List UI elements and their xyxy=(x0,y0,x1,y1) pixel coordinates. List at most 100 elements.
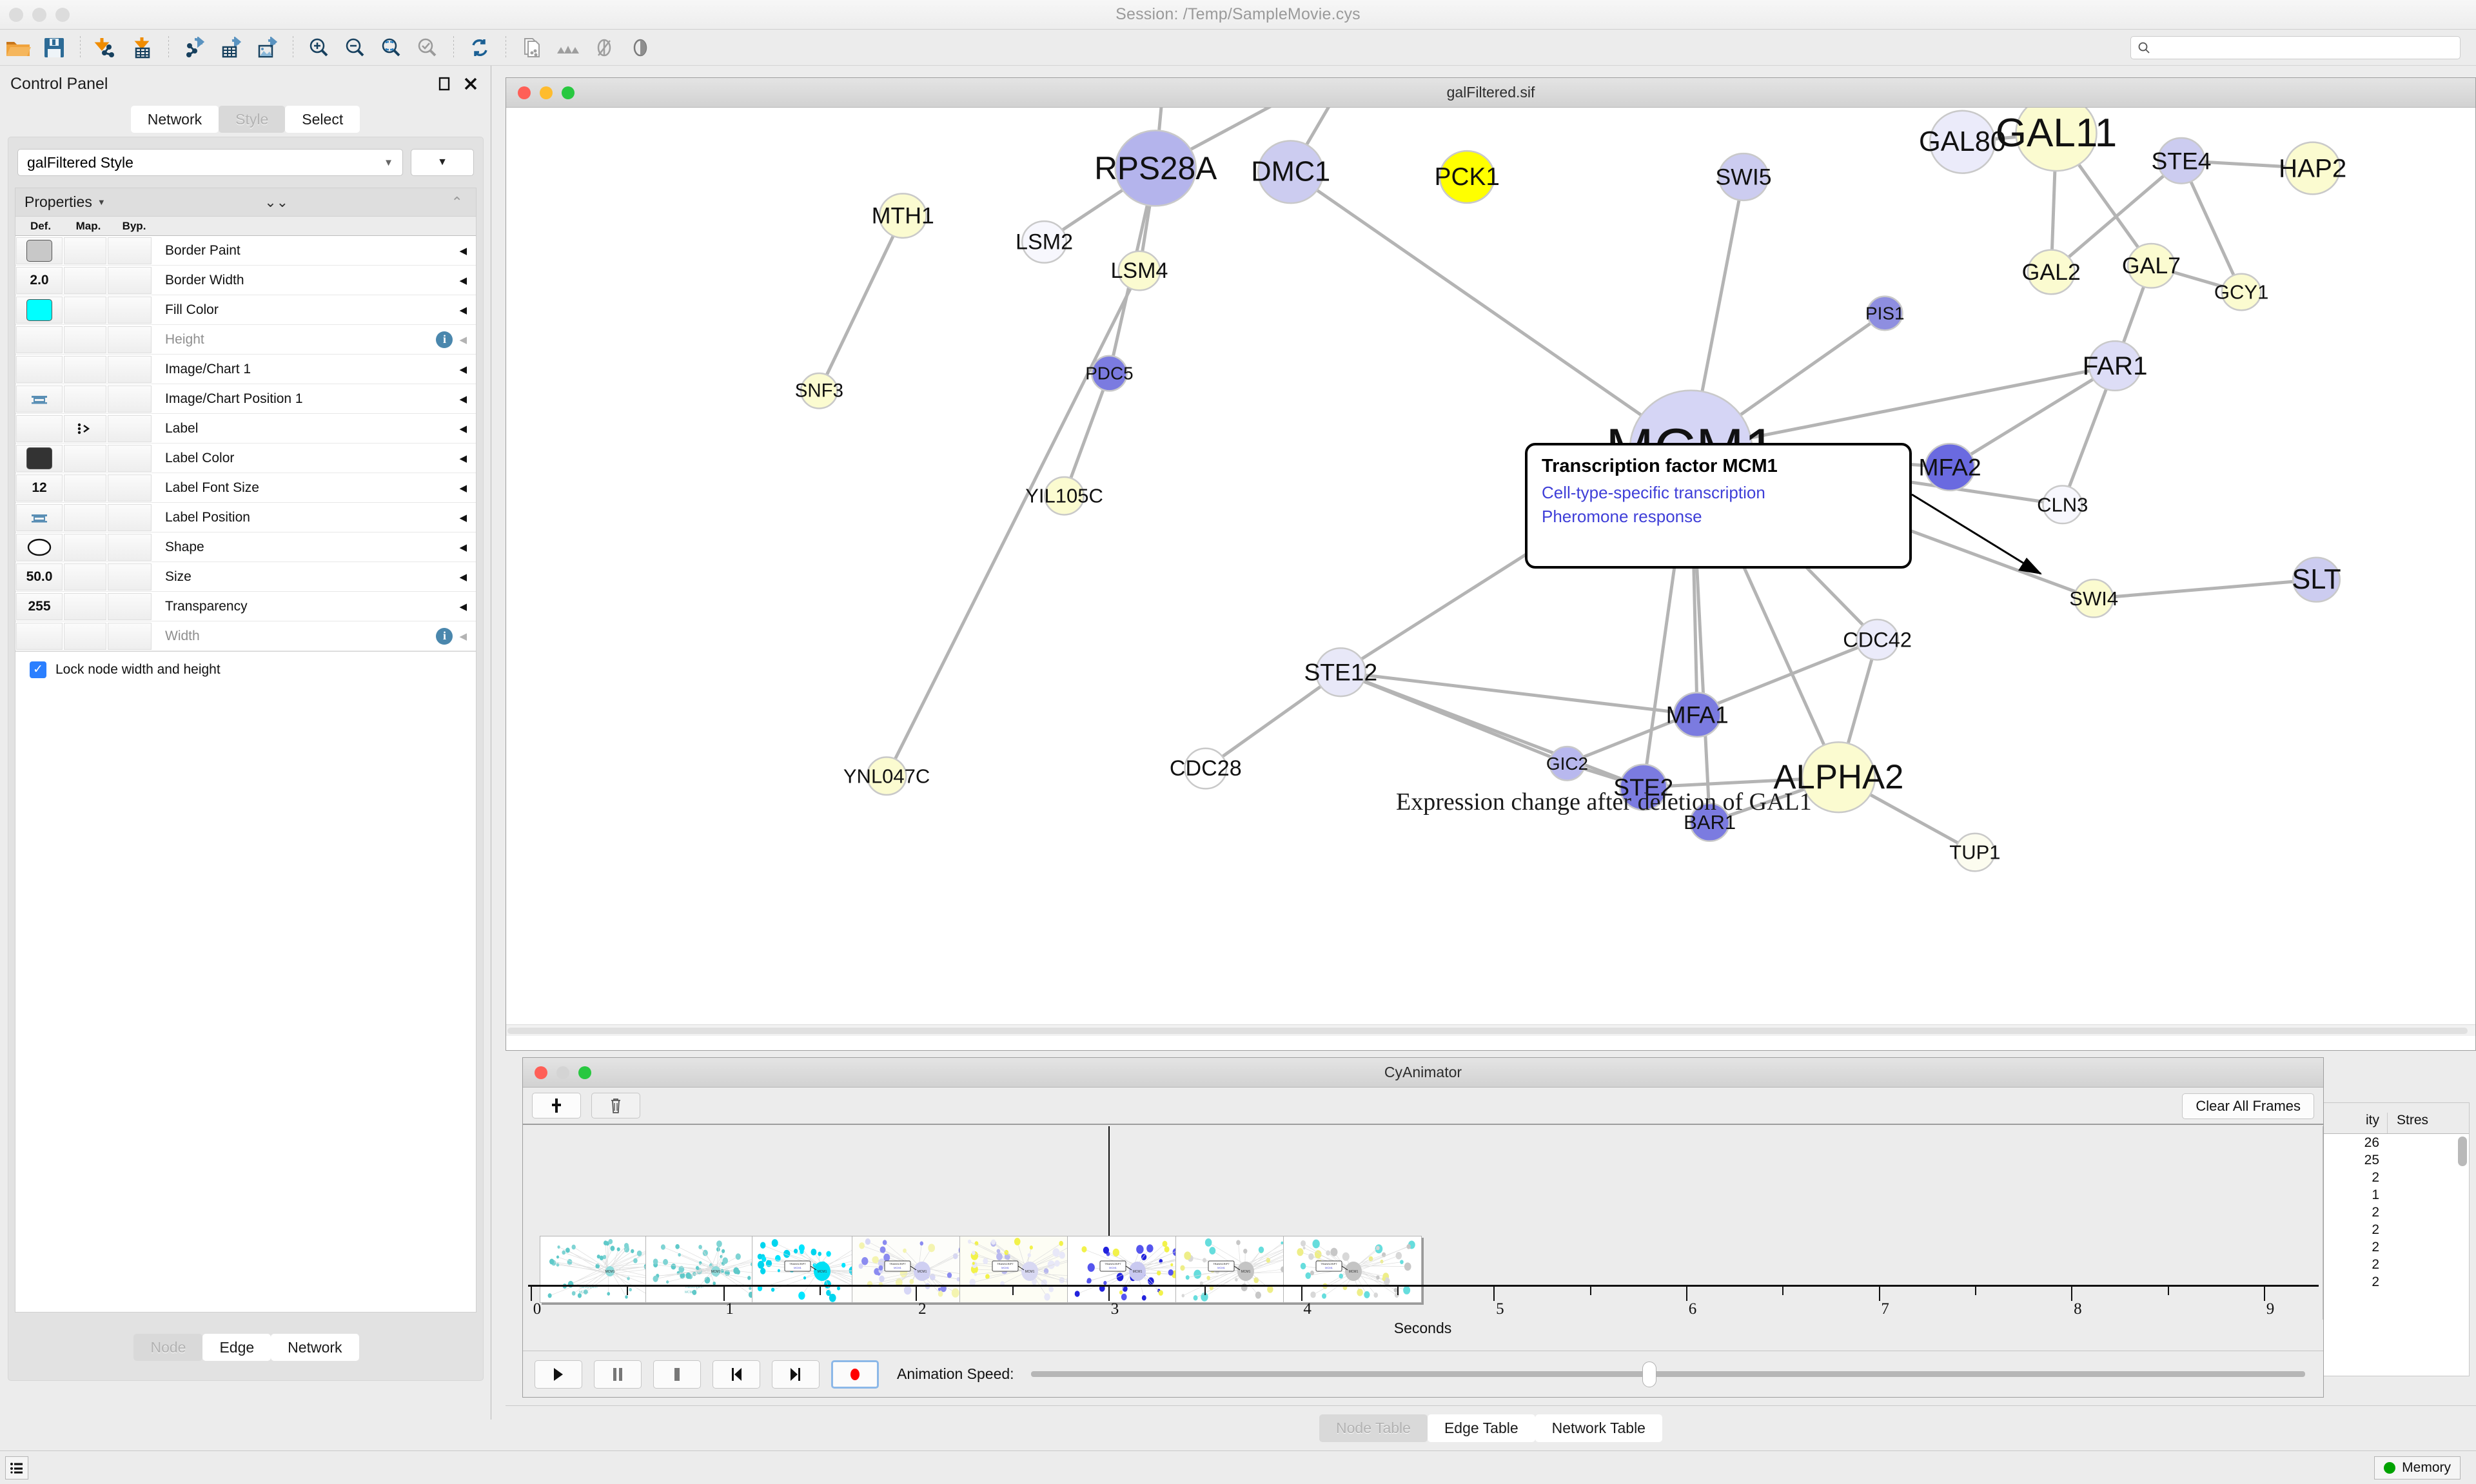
graph-edge[interactable] xyxy=(1340,670,1568,765)
open-folder-icon[interactable] xyxy=(0,31,36,64)
property-bypass-cell[interactable] xyxy=(108,326,152,353)
graph-node-SLT2[interactable]: SLT xyxy=(2292,556,2341,603)
node-shape[interactable] xyxy=(2015,108,2098,172)
property-mapping-cell[interactable] xyxy=(64,503,106,531)
graph-node-PDC5[interactable]: PDC5 xyxy=(1085,355,1134,392)
graph-node-CDC42[interactable]: CDC42 xyxy=(1843,618,1912,661)
property-bypass-cell[interactable] xyxy=(108,296,152,324)
graph-node-STE4[interactable]: STE4 xyxy=(2151,137,2212,184)
export-network-icon[interactable] xyxy=(177,31,213,64)
import-table-icon[interactable] xyxy=(124,31,161,64)
task-list-icon[interactable] xyxy=(5,1456,28,1479)
property-mapping-cell[interactable] xyxy=(64,237,106,264)
float-panel-icon[interactable] xyxy=(435,74,455,93)
clear-all-frames-button[interactable]: Clear All Frames xyxy=(2182,1093,2314,1119)
graph-edge[interactable] xyxy=(2093,578,2317,600)
graph-node-RPS28A[interactable]: RPS28A xyxy=(1094,130,1217,207)
add-frame-button[interactable] xyxy=(532,1093,581,1118)
tab-edge-table[interactable]: Edge Table xyxy=(1427,1414,1535,1442)
graph-edge[interactable] xyxy=(1341,670,1698,717)
step-back-button[interactable] xyxy=(712,1360,760,1389)
graph-node-SWI4[interactable]: SWI4 xyxy=(2069,578,2118,618)
zoom-selected-icon[interactable] xyxy=(409,31,446,64)
new-network-icon[interactable] xyxy=(514,31,550,64)
close-panel-icon[interactable] xyxy=(461,74,480,93)
expand-arrow-icon[interactable]: ◀ xyxy=(459,542,467,553)
node-shape[interactable] xyxy=(2073,578,2114,618)
canvas-horizontal-scrollbar[interactable] xyxy=(506,1024,2475,1036)
info-icon[interactable]: i xyxy=(436,331,453,348)
property-row[interactable]: Label Color ◀ xyxy=(15,444,476,473)
export-table-icon[interactable] xyxy=(213,31,249,64)
property-bypass-cell[interactable] xyxy=(108,622,152,650)
hide-icon[interactable] xyxy=(586,31,622,64)
table-row[interactable]: 2 xyxy=(2303,1204,2469,1221)
expand-arrow-icon[interactable]: ◀ xyxy=(459,571,467,583)
property-row[interactable]: 2.0 Border Width ◀ xyxy=(15,266,476,295)
graph-node-GAL7[interactable]: GAL7 xyxy=(2122,242,2181,289)
expand-arrow-icon[interactable]: ◀ xyxy=(459,512,467,523)
graph-edge[interactable] xyxy=(2050,159,2183,273)
expand-arrow-icon[interactable]: ◀ xyxy=(459,245,467,257)
node-shape[interactable] xyxy=(1856,618,1900,661)
property-bypass-cell[interactable] xyxy=(108,503,152,531)
node-shape[interactable] xyxy=(1619,763,1668,811)
graph-edge[interactable] xyxy=(2179,160,2243,293)
save-icon[interactable] xyxy=(36,31,72,64)
property-mapping-cell[interactable] xyxy=(64,326,106,353)
property-default-cell[interactable]: 12 xyxy=(16,474,63,502)
graph-node-GCY1[interactable]: GCY1 xyxy=(2214,273,2268,311)
expand-all-icon[interactable]: ⌄⌄ xyxy=(264,193,289,210)
pause-button[interactable] xyxy=(594,1360,642,1389)
graph-node-MFA2[interactable]: MFA2 xyxy=(1919,443,1981,492)
property-mapping-cell[interactable] xyxy=(64,415,106,442)
maximize-icon[interactable] xyxy=(562,86,575,99)
expand-arrow-icon[interactable]: ◀ xyxy=(459,453,467,464)
table-row[interactable]: 2 xyxy=(2303,1273,2469,1291)
expand-arrow-icon[interactable]: ◀ xyxy=(459,630,467,642)
table-scrollbar[interactable] xyxy=(2458,1137,2467,1166)
property-bypass-cell[interactable] xyxy=(108,237,152,264)
property-mapping-cell[interactable] xyxy=(64,444,106,472)
property-row[interactable]: Shape ◀ xyxy=(15,532,476,562)
graph-edge[interactable] xyxy=(885,269,1141,777)
memory-status-button[interactable]: Memory xyxy=(2374,1456,2461,1479)
animation-speed-slider[interactable] xyxy=(1030,1360,2305,1389)
slider-knob[interactable] xyxy=(1642,1361,1657,1387)
node-shape[interactable] xyxy=(1117,250,1161,291)
node-shape[interactable] xyxy=(2284,141,2341,195)
style-dropdown[interactable]: galFiltered Style ▼ xyxy=(17,149,403,176)
search-input[interactable] xyxy=(2156,41,2453,55)
node-shape[interactable] xyxy=(2157,137,2206,184)
delete-frame-button[interactable] xyxy=(591,1093,640,1118)
node-shape[interactable] xyxy=(800,372,838,409)
graph-node-PCK1[interactable]: PCK1 xyxy=(1435,150,1500,204)
node-shape[interactable] xyxy=(2221,273,2262,311)
node-shape[interactable] xyxy=(866,756,907,796)
node-shape[interactable] xyxy=(1257,140,1324,204)
node-shape[interactable] xyxy=(1673,692,1722,738)
property-row[interactable]: Label Position ◀ xyxy=(15,503,476,532)
refresh-icon[interactable] xyxy=(462,31,498,64)
show-icon[interactable] xyxy=(622,31,658,64)
node-shape[interactable] xyxy=(2027,249,2076,295)
table-row[interactable]: 26 xyxy=(2303,1134,2469,1151)
property-row[interactable]: Height i ◀ xyxy=(15,325,476,355)
property-row[interactable]: Label ◀ xyxy=(15,414,476,444)
property-bypass-cell[interactable] xyxy=(108,385,152,413)
graph-node-YNL047C[interactable]: YNL047C xyxy=(843,756,930,796)
graph-edge[interactable] xyxy=(1691,364,2116,451)
info-icon[interactable]: i xyxy=(436,627,453,645)
property-row[interactable]: Width i ◀ xyxy=(15,621,476,651)
property-row[interactable]: Image/Chart Position 1 ◀ xyxy=(15,384,476,414)
table-row[interactable]: 2 xyxy=(2303,1221,2469,1238)
table-row[interactable]: 2 xyxy=(2303,1238,2469,1256)
graph-node-GAL2[interactable]: GAL2 xyxy=(2022,249,2081,295)
node-shape[interactable] xyxy=(878,193,927,239)
chevron-down-icon[interactable]: ▼ xyxy=(97,197,106,207)
layout-icon[interactable] xyxy=(550,31,586,64)
property-bypass-cell[interactable] xyxy=(108,415,152,442)
frame-thumbnail[interactable]: MCM1 TRANSCRIPT MCM1 xyxy=(1282,1236,1422,1303)
property-mapping-cell[interactable] xyxy=(64,563,106,591)
property-mapping-cell[interactable] xyxy=(64,385,106,413)
